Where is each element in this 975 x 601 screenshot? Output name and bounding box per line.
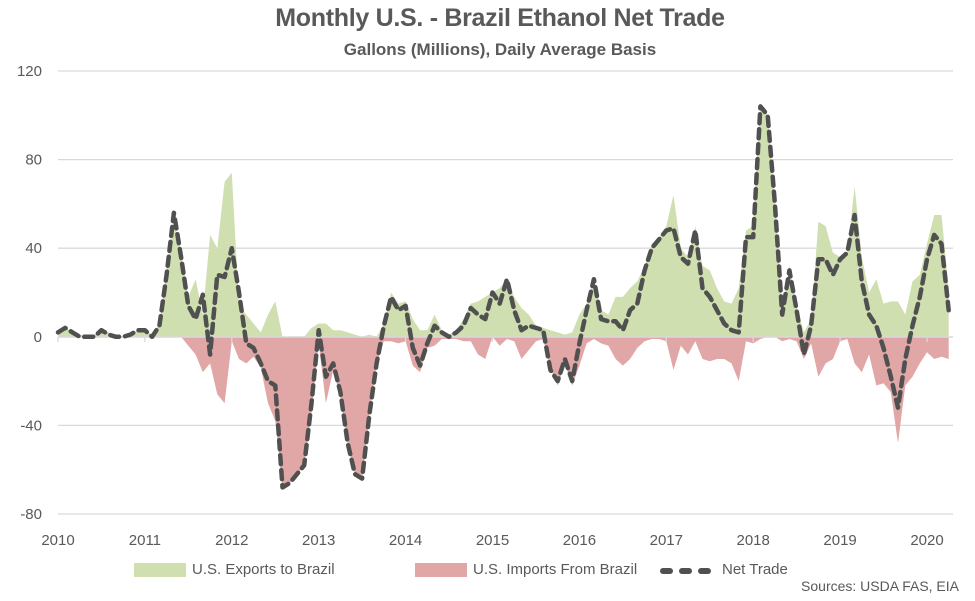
x-tick-label: 2018 [737, 532, 770, 549]
legend-swatch-net [660, 563, 716, 577]
area-u-s-imports-from-brazil [58, 336, 949, 488]
legend-swatch-exports [134, 562, 186, 577]
x-tick-label: 2017 [650, 532, 683, 549]
legend-label-imports: U.S. Imports From Brazil [473, 561, 638, 578]
y-tick-label: -80 [20, 506, 42, 523]
legend-item-imports: U.S. Imports From Brazil [415, 561, 637, 578]
y-tick-label: 40 [25, 240, 42, 257]
x-tick-label: 2013 [302, 532, 335, 549]
legend-item-net: Net Trade [660, 561, 788, 578]
x-tick-label: 2015 [476, 532, 509, 549]
net-trade-line [55, 104, 951, 490]
x-tick-label: 2016 [563, 532, 596, 549]
chart-subtitle: Gallons (Millions), Daily Average Basis [343, 40, 657, 59]
gridlines [58, 70, 953, 515]
legend-item-exports: U.S. Exports to Brazil [134, 561, 335, 578]
legend: U.S. Exports to Brazil U.S. Imports From… [0, 561, 975, 583]
x-tick-label: 2012 [215, 532, 248, 549]
chart-title: Monthly U.S. - Brazil Ethanol Net Trade [275, 4, 725, 32]
legend-swatch-imports [415, 562, 467, 577]
net-trade-series [55, 104, 951, 490]
x-tick-label: 2019 [823, 532, 856, 549]
y-tick-label: -40 [20, 417, 42, 434]
legend-label-exports: U.S. Exports to Brazil [192, 561, 335, 578]
x-tick-label: 2010 [41, 532, 74, 549]
y-axis: 120 80 40 0 -40 -80 [17, 63, 42, 523]
x-tick-label: 2011 [129, 532, 161, 549]
source-note: Sources: USDA FAS, EIA [801, 578, 959, 594]
y-tick-label: 80 [25, 152, 42, 169]
x-tick-label: 2020 [910, 532, 943, 549]
legend-label-net: Net Trade [722, 561, 788, 578]
y-tick-label: 120 [17, 63, 42, 80]
y-tick-label: 0 [34, 329, 42, 346]
x-tick-label: 2014 [389, 532, 422, 549]
x-axis-labels: 2010 2011 2012 2013 2014 2015 2016 2017 2018 2019… [41, 532, 943, 549]
